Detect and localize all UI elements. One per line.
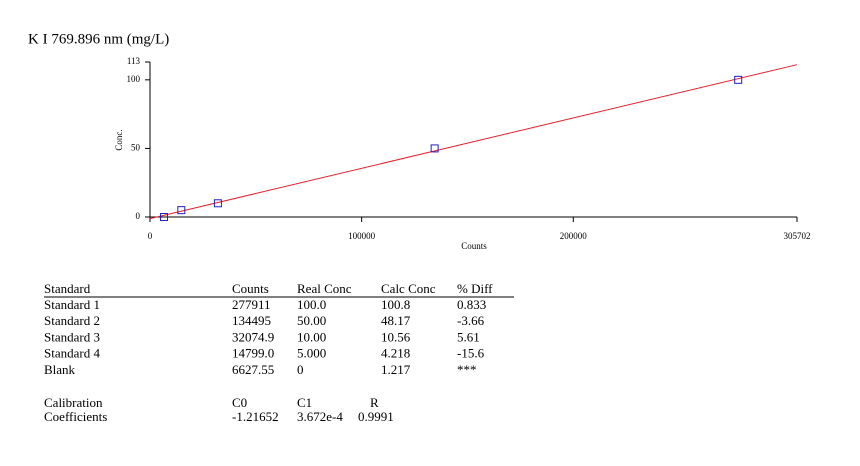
table-cell: 0.833: [457, 297, 486, 312]
table-cell: 14799.0: [232, 346, 274, 361]
table-cell: 5.000: [297, 346, 326, 361]
table-cell: 5.61: [457, 329, 480, 344]
y-axis-label: Conc.: [114, 129, 124, 150]
table-cell: 10.00: [297, 329, 326, 344]
table-cell: ***: [457, 362, 477, 377]
calibration-label: Coefficients: [44, 409, 107, 424]
table-cell: -3.66: [457, 313, 485, 328]
table-header: Real Conc: [297, 281, 352, 296]
table-header: Counts: [232, 281, 269, 296]
y-tick-label: 100: [127, 74, 141, 84]
coefficient-value: 3.672e-4: [297, 409, 343, 424]
fit-line: [149, 64, 798, 220]
coefficient-name: C0: [232, 395, 247, 410]
coefficient-value: -1.21652: [232, 409, 279, 424]
y-tick-label: 113: [127, 56, 141, 66]
table-cell: 1.217: [381, 362, 411, 377]
x-tick-label: 100000: [348, 231, 376, 241]
x-tick-label: 305702: [784, 231, 811, 241]
coefficient-name: R: [370, 395, 379, 410]
data-point: [430, 144, 439, 153]
table-cell: 48.17: [381, 313, 411, 328]
table-cell: Standard 4: [44, 346, 100, 361]
table-header: Standard: [44, 281, 91, 296]
table-cell: Standard 1: [44, 297, 100, 312]
table-cell: 4.218: [381, 346, 410, 361]
table-cell: 32074.9: [232, 329, 274, 344]
table-cell: 277911: [232, 297, 271, 312]
table-cell: 10.56: [381, 329, 411, 344]
table-cell: -15.6: [457, 346, 485, 361]
coefficient-name: C1: [297, 395, 312, 410]
x-axis-label: Counts: [461, 241, 487, 251]
data-point: [177, 206, 186, 215]
data-point: [213, 199, 222, 208]
table-cell: 100.0: [297, 297, 326, 312]
table-cell: 0: [297, 362, 304, 377]
coefficient-value: 0.9991: [358, 409, 394, 424]
calibration-label: Calibration: [44, 395, 103, 410]
chart-title: K I 769.896 nm (mg/L): [28, 31, 169, 47]
table-cell: Standard 2: [44, 313, 100, 328]
table-cell: 50.00: [297, 313, 326, 328]
x-tick-label: 200000: [560, 231, 588, 241]
x-tick-label: 0: [148, 231, 153, 241]
table-cell: 6627.55: [232, 362, 274, 377]
data-point: [160, 213, 169, 221]
table-cell: Blank: [44, 362, 76, 377]
y-tick-label: 50: [131, 142, 141, 152]
y-tick-label: 0: [136, 211, 141, 221]
table-cell: 134495: [232, 313, 271, 328]
table-cell: Standard 3: [44, 329, 100, 344]
table-header: Calc Conc: [381, 281, 436, 296]
table-cell: 100.8: [381, 297, 410, 312]
data-point: [734, 75, 743, 84]
table-header: % Diff: [457, 281, 493, 296]
